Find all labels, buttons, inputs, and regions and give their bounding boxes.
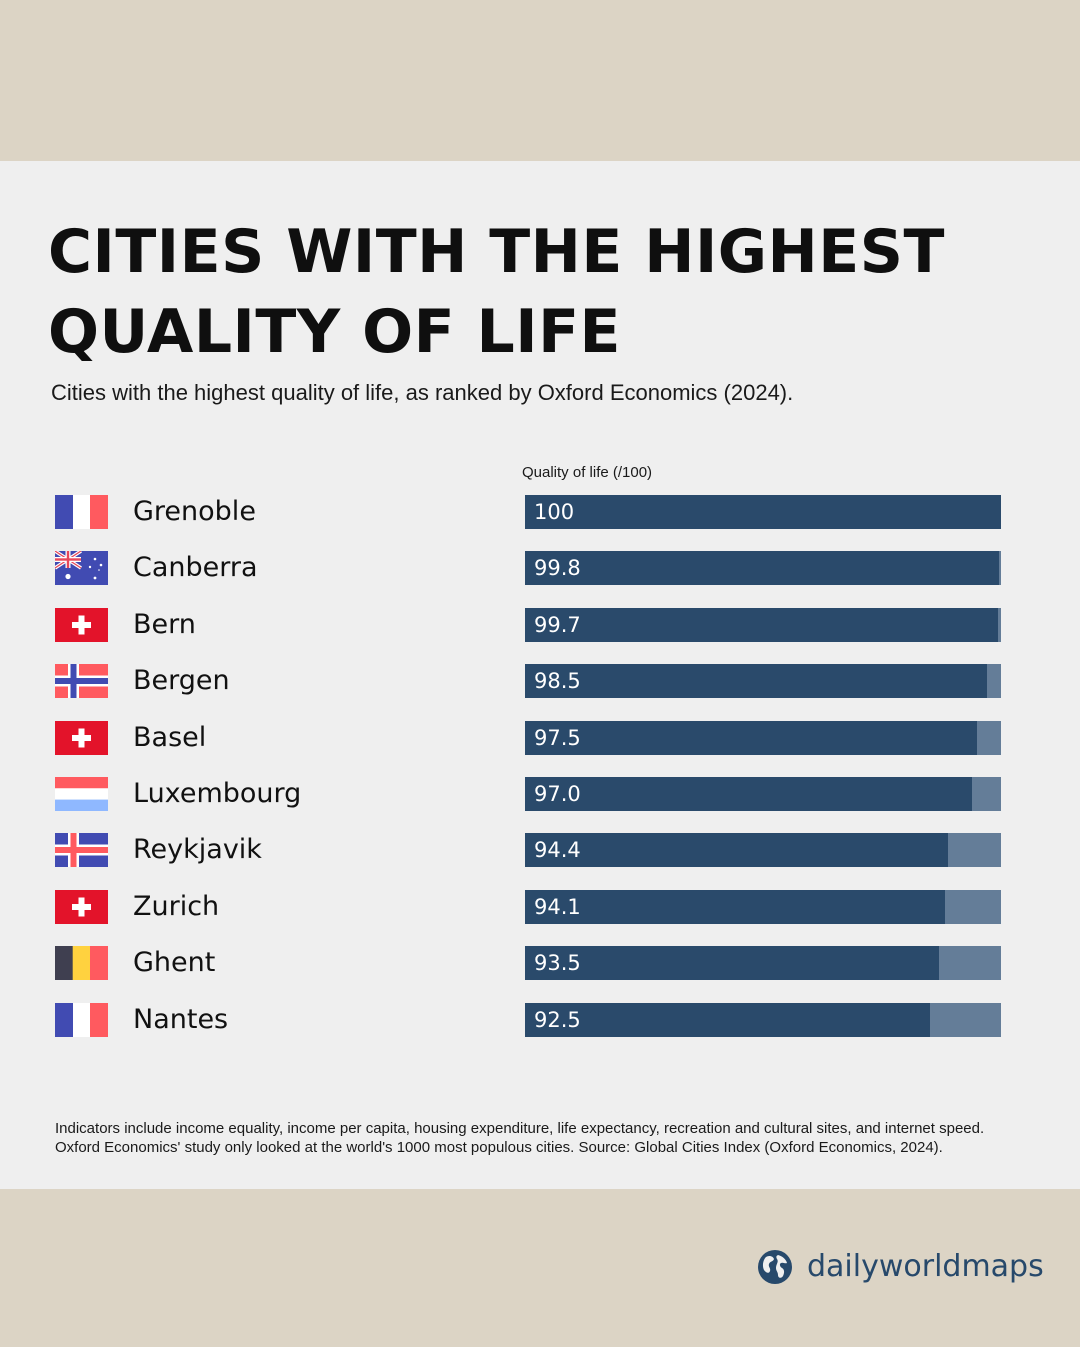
data-label: 97.0 [534, 782, 581, 806]
belgium-flag-icon [55, 946, 108, 981]
category-label: Luxembourg [133, 778, 302, 809]
bar-row: Reykjavik 94.4 [0, 833, 1080, 868]
bar-track: 94.4 [525, 833, 1001, 868]
globe-icon [758, 1250, 792, 1284]
chart-subtitle: Cities with the highest quality of life,… [51, 380, 794, 405]
bar-row: Canberra 99.8 [0, 551, 1080, 586]
norway-flag-icon [55, 664, 108, 699]
switzerland-flag-icon [55, 889, 108, 924]
france-flag-icon [55, 495, 108, 529]
footnote-line-2: Oxford Economics' study only looked at t… [55, 1139, 943, 1156]
data-label: 97.5 [534, 725, 581, 750]
axis-title: Quality of life (/100) [522, 464, 653, 481]
bar-track: 93.5 [525, 946, 1001, 981]
bar [525, 946, 940, 981]
page-title: CITIES WITH THE HIGHEST QUALITY OF LIFE [48, 212, 945, 372]
bar-track: 98.5 [525, 664, 1001, 699]
category-label: Nantes [133, 1003, 229, 1035]
bar [525, 720, 978, 755]
bar-row: Zurich 94.1 [0, 889, 1080, 924]
bar [525, 777, 973, 811]
footnote-line-1: Indicators include income equality, inco… [55, 1120, 985, 1137]
bar-track: 92.5 [525, 1002, 1001, 1037]
bar-row: Luxembourg 97.0 [0, 777, 1080, 811]
luxembourg-flag-icon [55, 777, 108, 811]
brand-name: dailyworldmaps [807, 1249, 1044, 1284]
data-label: 98.5 [534, 669, 581, 694]
switzerland-flag-icon [55, 720, 108, 755]
bar-track: 97.0 [525, 777, 1001, 811]
bar-row: Nantes 92.5 [0, 1002, 1080, 1037]
bar-track: 99.7 [525, 607, 1001, 642]
category-label: Canberra [133, 552, 258, 584]
category-label: Reykjavik [133, 834, 262, 866]
data-label: 94.1 [534, 894, 581, 919]
bar [525, 495, 1001, 529]
bar [525, 607, 999, 642]
data-label: 93.5 [534, 951, 581, 976]
data-label: 92.5 [534, 1007, 581, 1032]
bar-track: 97.5 [525, 720, 1001, 755]
title-line-2: QUALITY OF LIFE [48, 297, 622, 367]
footnote: Indicators include income equality, inco… [55, 1119, 1045, 1157]
category-label: Bergen [133, 665, 230, 697]
bar-row: Grenoble 100 [0, 495, 1080, 529]
france-flag-icon [55, 1002, 108, 1037]
switzerland-flag-icon [55, 607, 108, 642]
bar-row: Basel 97.5 [0, 720, 1080, 755]
bar [525, 1002, 930, 1037]
bar-row: Bergen 98.5 [0, 664, 1080, 699]
category-label: Ghent [133, 947, 216, 979]
bar-row: Bern 99.7 [0, 607, 1080, 642]
bar-row: Ghent 93.5 [0, 946, 1080, 981]
category-label: Bern [133, 608, 196, 640]
category-label: Basel [133, 721, 207, 753]
iceland-flag-icon [55, 833, 108, 868]
data-label: 94.4 [534, 838, 581, 863]
bar [525, 889, 945, 924]
data-label: 99.7 [534, 612, 581, 637]
bar [525, 551, 1000, 586]
data-label: 100 [534, 500, 575, 524]
data-label: 99.8 [534, 556, 581, 581]
australia-flag-icon [55, 551, 108, 586]
title-line-1: CITIES WITH THE HIGHEST [48, 217, 945, 287]
category-label: Grenoble [133, 496, 256, 527]
bar [525, 833, 948, 868]
bar-track: 100 [525, 495, 1001, 529]
bar-track: 94.1 [525, 889, 1001, 924]
category-label: Zurich [133, 890, 220, 922]
bar [525, 664, 987, 699]
bar-track: 99.8 [525, 551, 1001, 586]
